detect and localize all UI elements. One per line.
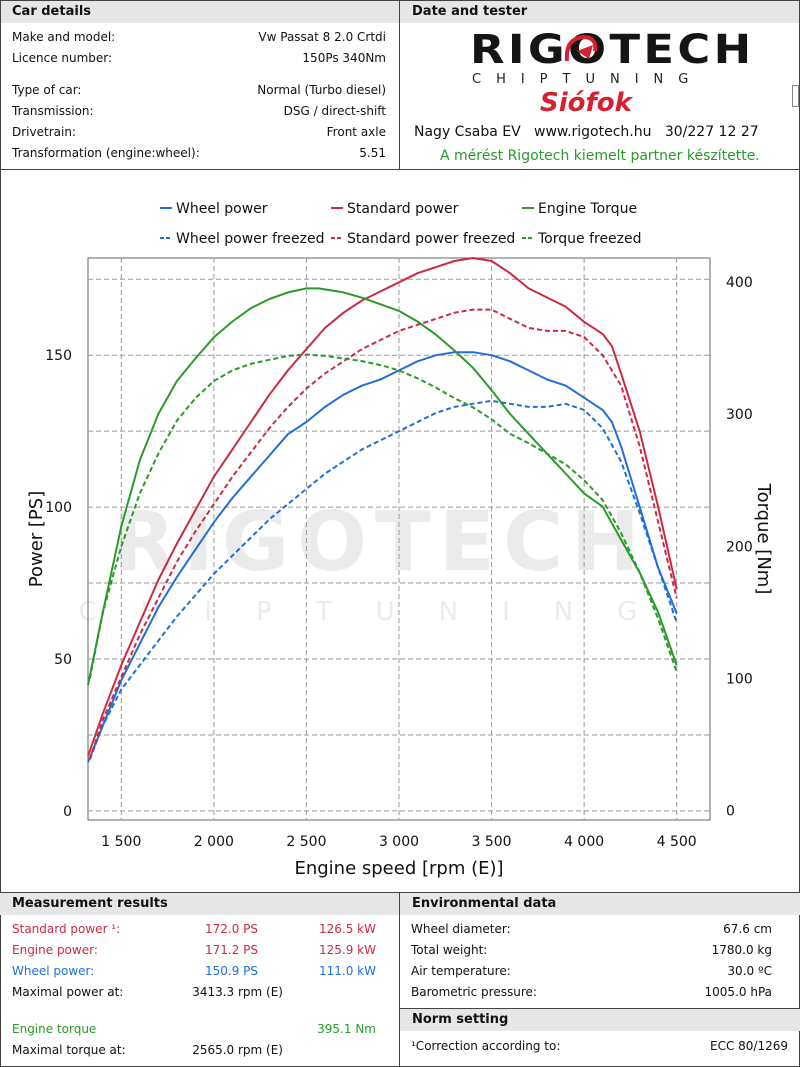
legend-entry: Standard power xyxy=(347,201,459,217)
legend-entry: Wheel power freezed xyxy=(176,231,324,247)
legend-entry: Torque freezed xyxy=(537,231,642,247)
meas-row-label: Wheel power: xyxy=(12,964,95,978)
y-tick-label: 50 xyxy=(54,652,72,668)
date-tester-header: Date and tester xyxy=(400,1,800,23)
series-line-torque-freezed xyxy=(88,353,678,679)
x-tick-label: 4 000 xyxy=(564,834,604,850)
env-row-label: Barometric pressure: xyxy=(411,985,537,999)
car-row-value: 150Ps 340Nm xyxy=(302,51,386,65)
max-torque-value: 2565.0 rpm (E) xyxy=(192,1043,283,1057)
norm-value: ECC 80/1269 xyxy=(709,1039,788,1053)
y-tick-label: 100 xyxy=(45,500,72,516)
env-row-value: 30.0 ºC xyxy=(727,964,772,978)
car-row-label: Make and model: xyxy=(12,30,116,44)
legend-entry: Engine Torque xyxy=(538,201,637,217)
series-line-engine-torque xyxy=(87,287,678,686)
series-line-wheel-power-freezed xyxy=(88,399,678,760)
y2-tick-label: 100 xyxy=(726,672,753,688)
contact-info: Nagy Csaba EV www.rigotech.hu 30/227 12 … xyxy=(414,124,759,140)
measurement-header: Measurement results xyxy=(0,893,399,915)
car-row-value: DSG / direct-shift xyxy=(283,104,386,118)
car-row-value: Vw Passat 8 2.0 Crtdi xyxy=(258,30,386,44)
meas-row-v1: 3413.3 rpm (E) xyxy=(192,985,283,999)
env-row-value: 1780.0 kg xyxy=(711,943,772,957)
logo-text: RIGOTECH xyxy=(470,27,755,73)
svg-text:CHIPTUNING: CHIPTUNING xyxy=(79,597,682,627)
city-name: Siófok xyxy=(540,88,632,118)
meas-row-v1: 150.9 PS xyxy=(204,964,258,978)
car-row-label: Licence number: xyxy=(12,51,113,65)
environment-header: Environmental data xyxy=(400,893,800,915)
series-line-standard-power xyxy=(87,257,678,757)
torque-label: Engine torque xyxy=(12,1022,97,1036)
norm-header: Norm setting xyxy=(400,1009,800,1031)
car-row-label: Transformation (engine:wheel): xyxy=(12,146,200,160)
meas-row-v2: 111.0 kW xyxy=(319,964,376,978)
meas-row-v2: 126.5 kW xyxy=(319,922,376,936)
partner-note: A mérést Rigotech kiemelt partner készít… xyxy=(440,148,760,164)
logo-subtitle: CHIPTUNING xyxy=(472,72,704,87)
env-row-label: Total weight: xyxy=(411,943,488,957)
x-axis-label: Engine speed [rpm (E)] xyxy=(294,858,503,879)
series-line-wheel-power xyxy=(87,351,678,763)
legend-entry: Wheel power xyxy=(176,201,268,217)
car-details-header: Car details xyxy=(0,1,399,23)
meas-row-v1: 171.2 PS xyxy=(204,943,258,957)
x-tick-label: 2 500 xyxy=(286,834,326,850)
car-row-label: Transmission: xyxy=(12,104,94,118)
env-row-label: Wheel diameter: xyxy=(411,922,511,936)
meas-row-v1: 172.0 PS xyxy=(204,922,258,936)
norm-label: ¹Correction according to: xyxy=(411,1039,561,1053)
max-torque-label: Maximal torque at: xyxy=(12,1043,126,1057)
meas-row-label: Standard power ¹: xyxy=(12,922,121,936)
series-line-standard-power-freezed xyxy=(88,308,678,760)
y2-tick-label: 300 xyxy=(726,407,753,423)
y-axis-label: Power [PS] xyxy=(26,491,47,587)
x-tick-label: 3 000 xyxy=(379,834,419,850)
env-row-value: 1005.0 hPa xyxy=(704,985,772,999)
y2-tick-label: 400 xyxy=(726,275,753,291)
dyno-chart: RIGOTECH CHIPTUNING 1 500 2 000 2 500 3 000… xyxy=(26,201,774,879)
y-tick-label: 0 xyxy=(63,804,72,820)
car-row-label: Drivetrain: xyxy=(12,125,76,139)
meas-row-label: Engine power: xyxy=(12,943,98,957)
svg-text:RIGOTECH: RIGOTECH xyxy=(112,495,647,590)
legend-entry: Standard power freezed xyxy=(347,231,515,247)
y-tick-label: 150 xyxy=(45,348,72,364)
x-tick-label: 3 500 xyxy=(472,834,512,850)
car-row-value: Front axle xyxy=(326,125,386,139)
car-row-value: Normal (Turbo diesel) xyxy=(257,83,386,97)
env-row-label: Air temperature: xyxy=(411,964,511,978)
env-row-value: 67.6 cm xyxy=(723,922,772,936)
x-tick-label: 4 500 xyxy=(657,834,697,850)
x-tick-label: 2 000 xyxy=(194,834,234,850)
y2-tick-label: 200 xyxy=(726,539,753,555)
logo-swirl-icon xyxy=(563,33,599,67)
torque-value: 395.1 Nm xyxy=(317,1022,376,1036)
meas-row-v2: 125.9 kW xyxy=(319,943,376,957)
meas-row-label: Maximal power at: xyxy=(12,985,124,999)
x-tick-label: 1 500 xyxy=(101,834,141,850)
y2-tick-label: 0 xyxy=(726,804,735,820)
y2-axis-label: Torque [Nm] xyxy=(753,483,774,595)
car-row-value: 5.51 xyxy=(359,146,386,160)
car-row-label: Type of car: xyxy=(12,83,82,97)
